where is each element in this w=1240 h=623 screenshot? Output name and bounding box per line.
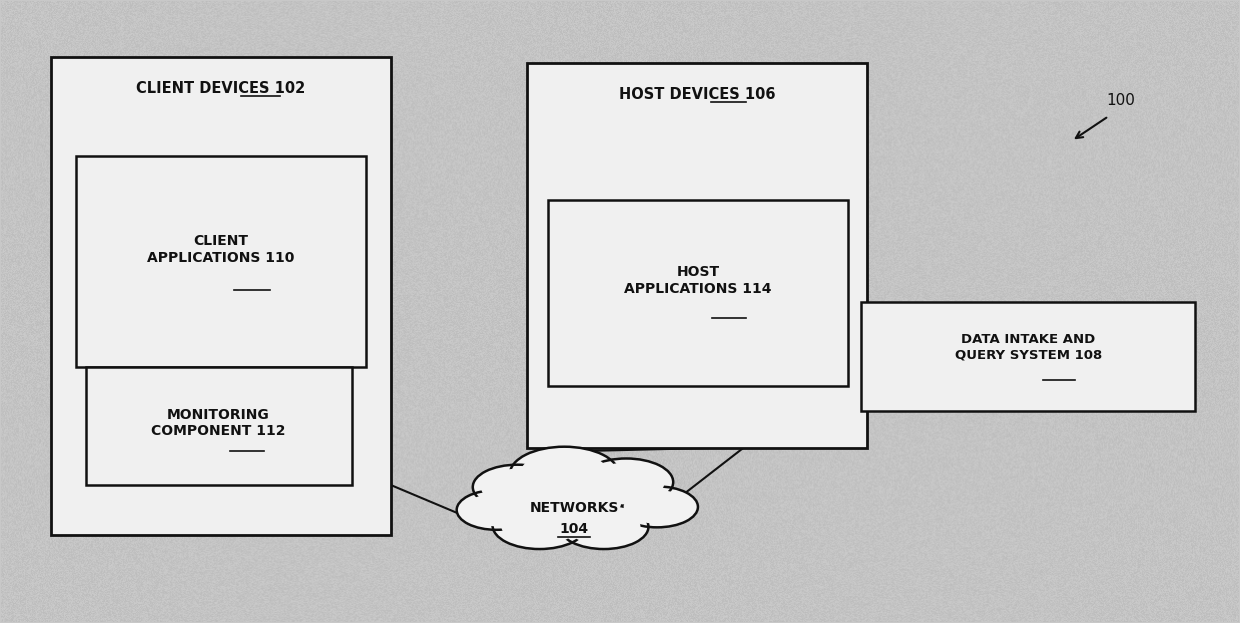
Text: HOST
APPLICATIONS 114: HOST APPLICATIONS 114 [624,265,771,295]
Circle shape [472,465,562,510]
Text: CLIENT DEVICES 102: CLIENT DEVICES 102 [136,81,305,96]
Circle shape [559,505,649,549]
Text: DATA INTAKE AND
QUERY SYSTEM 108: DATA INTAKE AND QUERY SYSTEM 108 [955,333,1102,361]
Circle shape [456,490,536,530]
Text: MONITORING
COMPONENT 112: MONITORING COMPONENT 112 [151,408,285,438]
Text: NETWORKS: NETWORKS [529,501,619,515]
Circle shape [492,502,587,549]
Circle shape [481,468,554,505]
FancyBboxPatch shape [862,302,1195,411]
FancyBboxPatch shape [76,156,366,368]
Circle shape [616,487,698,527]
Text: 104: 104 [559,521,589,536]
FancyBboxPatch shape [527,64,868,448]
Circle shape [510,447,619,502]
Circle shape [579,459,673,506]
FancyBboxPatch shape [51,57,391,535]
Circle shape [568,508,640,545]
Circle shape [588,463,665,502]
Text: HOST DEVICES 106: HOST DEVICES 106 [619,87,775,102]
FancyBboxPatch shape [548,200,848,386]
Circle shape [520,477,621,527]
Circle shape [508,471,632,533]
Circle shape [624,490,691,524]
Circle shape [501,506,578,545]
FancyBboxPatch shape [86,368,351,485]
Text: CLIENT
APPLICATIONS 110: CLIENT APPLICATIONS 110 [148,234,295,265]
Circle shape [520,452,609,497]
Text: 100: 100 [1106,93,1136,108]
Circle shape [464,493,528,526]
